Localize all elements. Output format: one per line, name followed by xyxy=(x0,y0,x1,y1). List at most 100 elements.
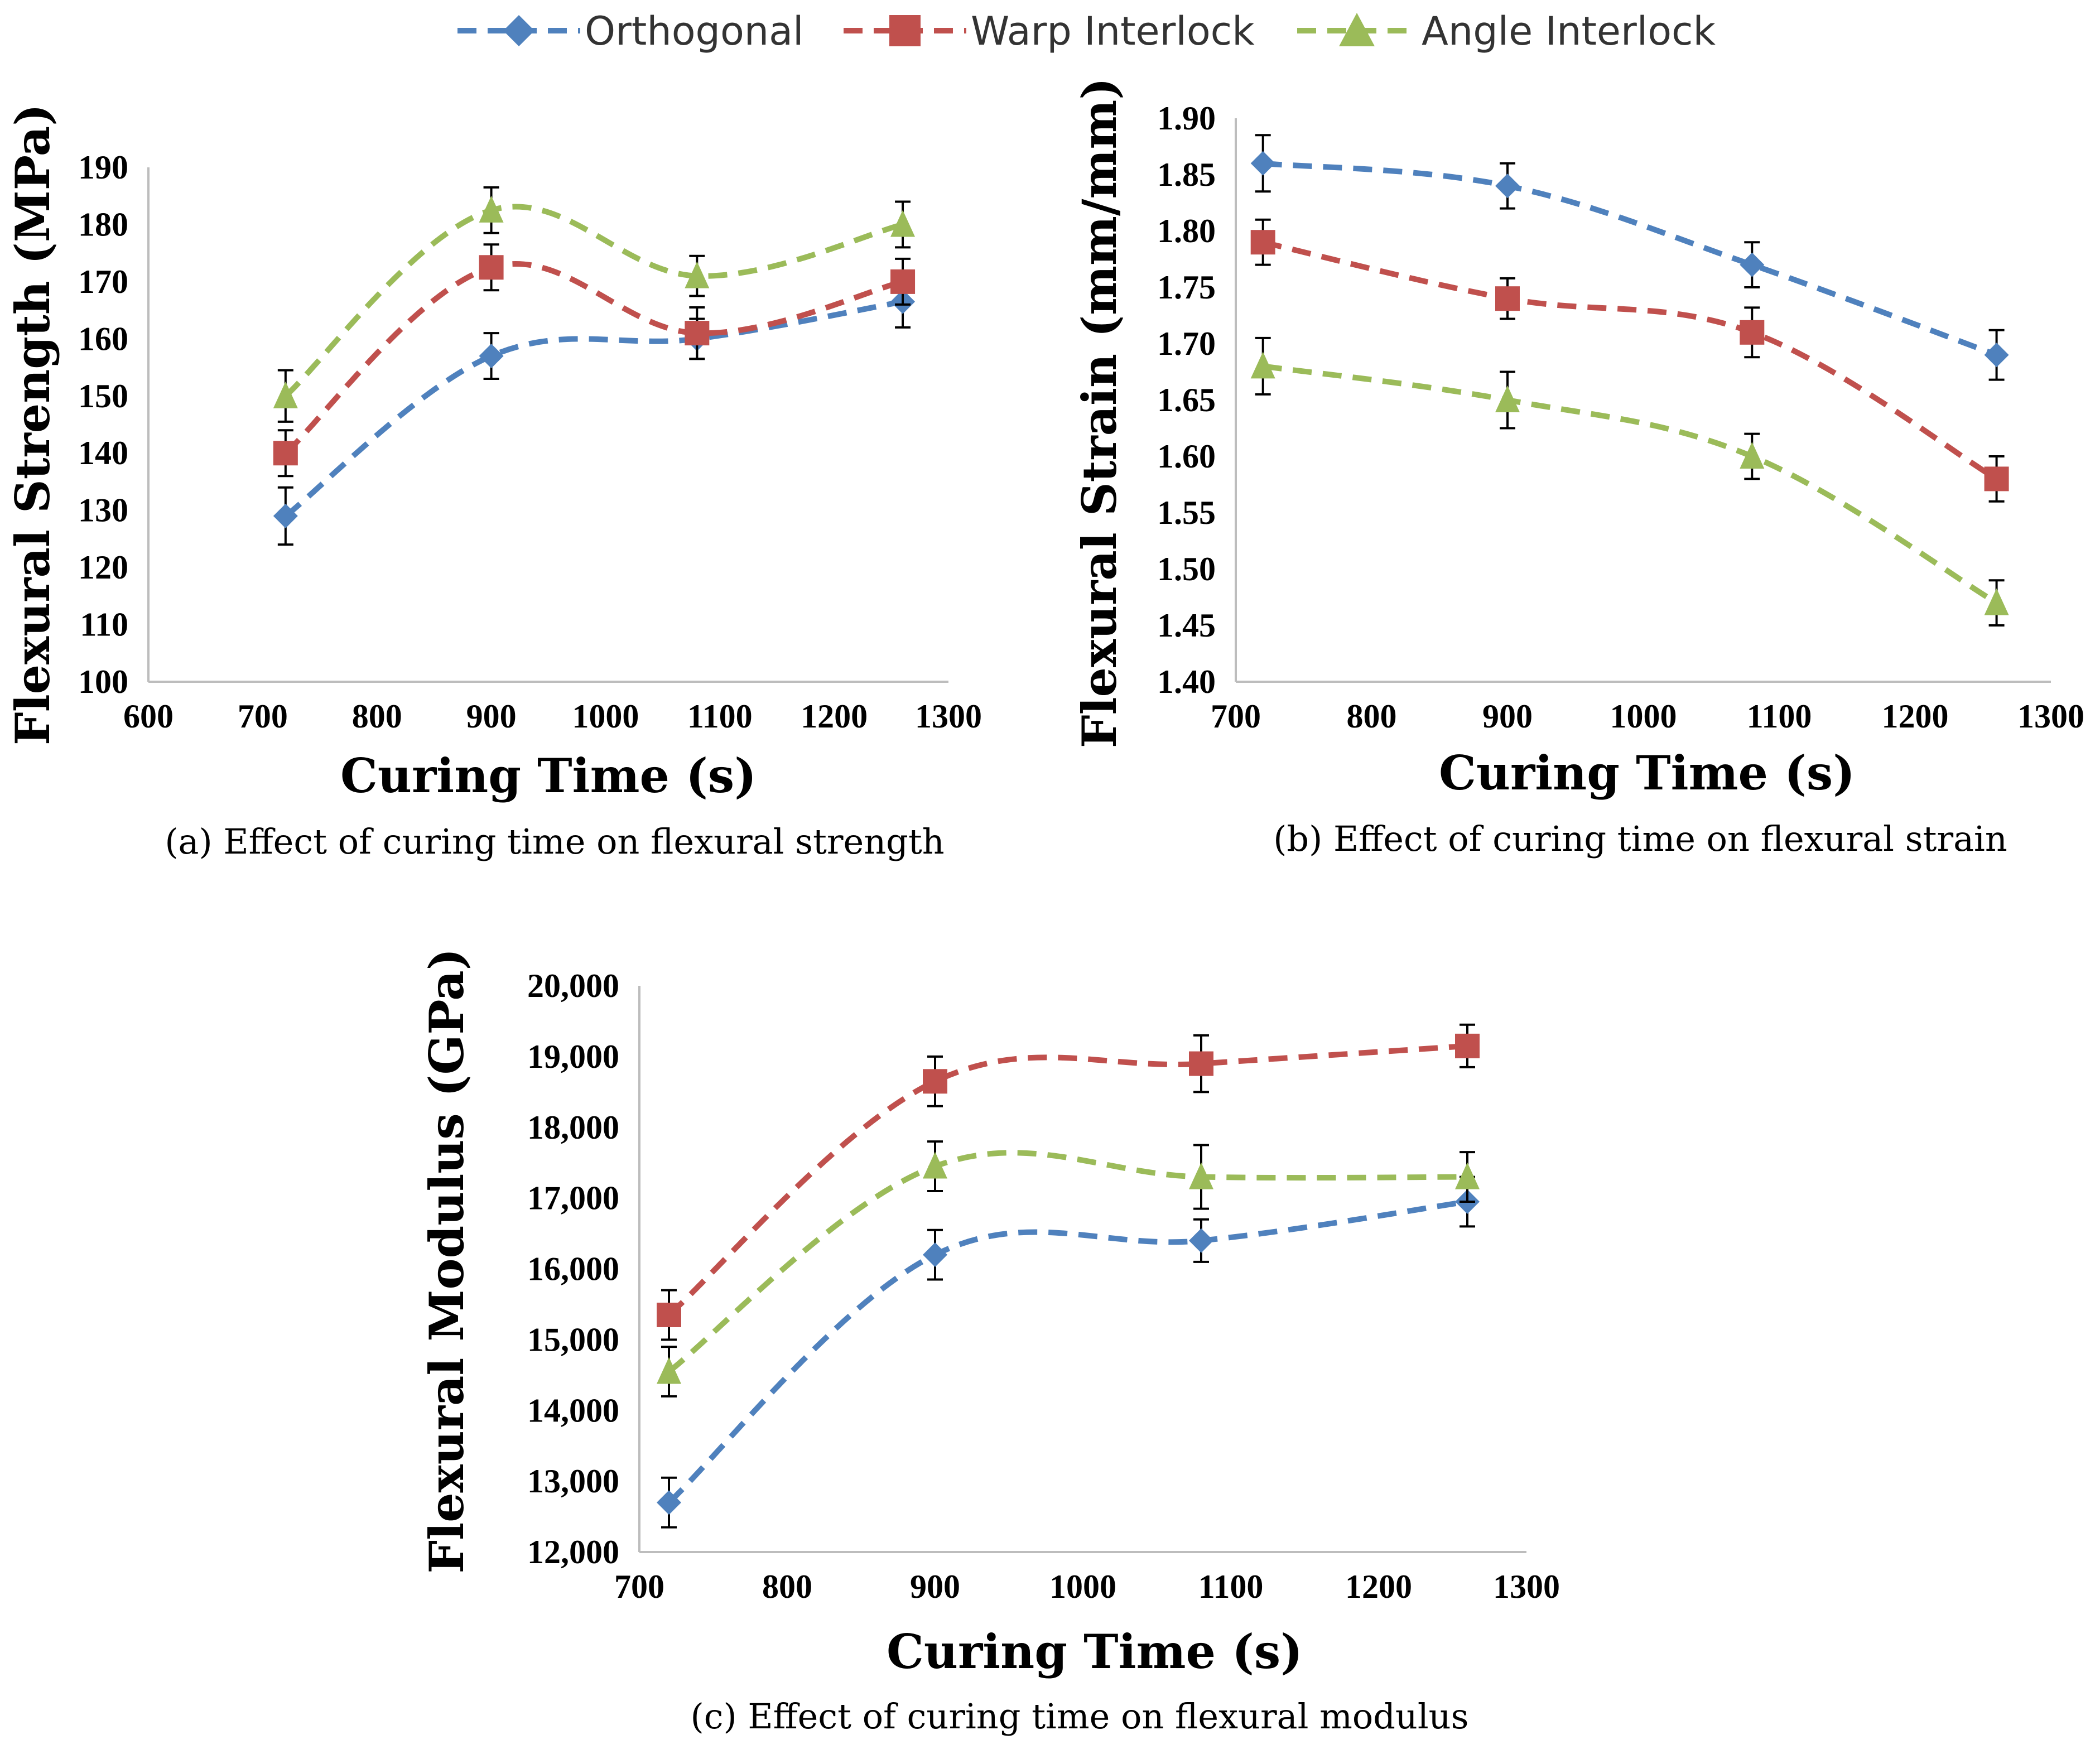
y-tick-label: 18,000 xyxy=(527,1109,619,1146)
y-tick-label: 1.75 xyxy=(1157,269,1216,306)
series-line-orthogonal xyxy=(1263,160,1998,358)
y-tick-label: 19,000 xyxy=(527,1038,619,1075)
y-tick-label: 1.70 xyxy=(1157,325,1216,362)
legend-marker-triangle-icon xyxy=(1339,13,1375,46)
x-tick-label: 1000 xyxy=(1610,698,1677,735)
series-line-angle-interlock xyxy=(667,1150,1468,1374)
y-tick-label: 1.65 xyxy=(1157,382,1216,418)
y-tick-label: 180 xyxy=(78,206,128,243)
chart-panel-a-flexural-strength: Flexural Strength (MPa) Curing Time (s) … xyxy=(5,104,982,862)
x-tick-label: 600 xyxy=(123,698,174,735)
x-tick-label: 700 xyxy=(1211,698,1261,735)
data-point-angle-interlock xyxy=(890,210,916,237)
legend-label-angle-interlock: Angle Interlock xyxy=(1422,8,1716,54)
data-point-warp-interlock xyxy=(273,441,298,466)
x-tick-label: 900 xyxy=(466,698,517,735)
data-point-warp-interlock xyxy=(1984,466,2009,491)
x-tick-label: 1200 xyxy=(1882,698,1949,735)
chart-caption: (a) Effect of curing time on flexural st… xyxy=(165,821,944,862)
chart-caption: (b) Effect of curing time on flexural st… xyxy=(1273,818,2007,859)
data-point-warp-interlock xyxy=(479,255,504,280)
legend-item-angle-interlock: Angle Interlock xyxy=(1297,8,1716,54)
y-tick-label: 1.45 xyxy=(1157,607,1216,644)
data-point-angle-interlock xyxy=(1189,1162,1213,1189)
y-tick-label: 20,000 xyxy=(527,967,619,1004)
legend-item-warp-interlock: Warp Interlock xyxy=(844,8,1255,54)
y-tick-label: 190 xyxy=(78,149,128,186)
x-tick-label: 1000 xyxy=(1049,1568,1116,1605)
x-tick-label: 1000 xyxy=(572,698,639,735)
y-tick-label: 100 xyxy=(78,663,128,700)
series-line-warp-interlock xyxy=(1262,239,1998,481)
x-tick-label: 1200 xyxy=(801,698,868,735)
y-tick-label: 1.40 xyxy=(1157,663,1216,700)
data-point-angle-interlock xyxy=(1984,588,2009,615)
data-point-angle-interlock xyxy=(1740,442,1765,469)
chart-caption: (c) Effect of curing time on flexural mo… xyxy=(691,1696,1469,1737)
y-axis-title: Flexural Strength (MPa) xyxy=(5,104,60,745)
legend-label-warp-interlock: Warp Interlock xyxy=(971,8,1255,54)
data-point-warp-interlock xyxy=(1495,286,1520,311)
legend: Orthogonal Warp Interlock Angle Interloc… xyxy=(457,8,1716,54)
y-tick-label: 17,000 xyxy=(527,1180,619,1217)
x-tick-label: 700 xyxy=(238,698,288,735)
data-point-warp-interlock xyxy=(923,1069,947,1094)
x-tick-label: 900 xyxy=(1482,698,1533,735)
x-tick-label: 1300 xyxy=(1493,1568,1560,1605)
data-point-orthogonal xyxy=(1250,151,1275,176)
data-point-warp-interlock xyxy=(1740,320,1765,345)
y-tick-label: 14,000 xyxy=(527,1392,619,1429)
x-tick-label: 700 xyxy=(614,1568,664,1605)
y-axis-title: Flexural Modulus (GPa) xyxy=(419,948,474,1574)
data-point-warp-interlock xyxy=(1455,1033,1480,1058)
chart-panel-b-flexural-strain: Flexural Strain (mm/mm) Curing Time (s) … xyxy=(1072,78,2084,859)
y-tick-label: 1.90 xyxy=(1157,100,1216,137)
x-tick-label: 900 xyxy=(910,1568,960,1605)
series-line-angle-interlock xyxy=(283,204,904,398)
data-point-orthogonal xyxy=(657,1490,681,1515)
legend-marker-diamond-icon xyxy=(503,15,534,46)
series-line-warp-interlock xyxy=(283,261,904,455)
x-tick-label: 1300 xyxy=(2017,698,2084,735)
x-tick-label: 800 xyxy=(1347,698,1397,735)
y-tick-label: 15,000 xyxy=(527,1321,619,1358)
x-axis-title: Curing Time (s) xyxy=(1439,745,1855,801)
x-tick-label: 1200 xyxy=(1345,1568,1412,1605)
y-tick-label: 13,000 xyxy=(527,1463,619,1500)
data-point-orthogonal xyxy=(479,344,504,369)
x-tick-label: 800 xyxy=(762,1568,812,1605)
data-point-warp-interlock xyxy=(685,321,710,346)
y-tick-label: 1.50 xyxy=(1157,551,1216,587)
x-tick-label: 1100 xyxy=(1747,698,1812,735)
data-point-orthogonal xyxy=(1495,174,1520,199)
data-point-angle-interlock xyxy=(923,1151,947,1179)
series-line-warp-interlock xyxy=(667,1043,1468,1317)
y-tick-label: 1.85 xyxy=(1157,156,1216,193)
data-point-angle-interlock xyxy=(657,1357,681,1384)
data-point-orthogonal xyxy=(1740,252,1765,277)
data-point-orthogonal xyxy=(1984,343,2009,368)
y-tick-label: 1.60 xyxy=(1157,438,1216,475)
y-tick-label: 170 xyxy=(78,263,128,300)
series-line-angle-interlock xyxy=(1263,363,1998,605)
y-tick-label: 1.55 xyxy=(1157,494,1216,531)
data-point-warp-interlock xyxy=(1189,1051,1213,1076)
chart-panel-c-flexural-modulus: Flexural Modulus (GPa) Curing Time (s) (… xyxy=(419,948,1560,1737)
y-tick-label: 140 xyxy=(78,435,128,471)
data-point-orthogonal xyxy=(273,503,298,528)
y-tick-label: 120 xyxy=(78,549,128,586)
y-tick-label: 1.80 xyxy=(1157,213,1216,249)
y-tick-label: 110 xyxy=(80,606,128,643)
y-tick-label: 150 xyxy=(78,378,128,415)
data-point-warp-interlock xyxy=(890,269,916,294)
x-tick-label: 1300 xyxy=(915,698,982,735)
x-tick-label: 1100 xyxy=(687,698,753,735)
x-axis-title: Curing Time (s) xyxy=(887,1624,1303,1679)
data-point-angle-interlock xyxy=(479,195,504,223)
data-point-warp-interlock xyxy=(657,1302,681,1327)
x-axis-title: Curing Time (s) xyxy=(340,748,757,803)
x-tick-label: 1100 xyxy=(1198,1568,1264,1605)
y-tick-label: 160 xyxy=(78,320,128,357)
